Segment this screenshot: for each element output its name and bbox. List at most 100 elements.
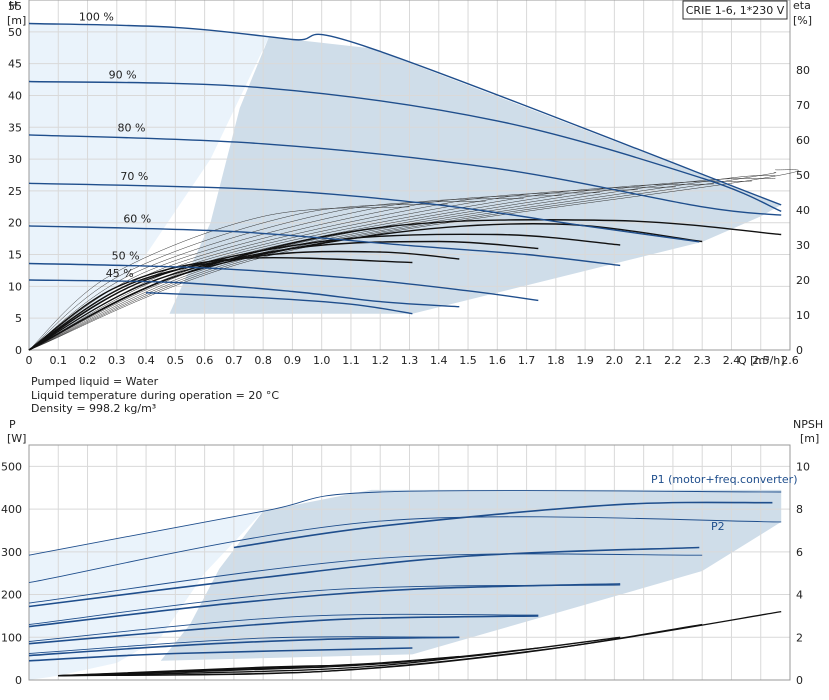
x-tick-label: 1.8: [547, 354, 565, 367]
x-tick-label: 0.5: [167, 354, 185, 367]
head-curve-0: [28, 22, 782, 206]
x-tick-label: 2.2: [664, 354, 682, 367]
p2-curve-1: [28, 516, 782, 584]
p-region-operating: [160, 489, 782, 661]
p2-curve-0: [28, 490, 782, 556]
speed-label-4: 60 %: [123, 213, 151, 226]
p-y2-tick-label: 8: [796, 503, 803, 516]
npsh-curve-1: [58, 623, 703, 677]
p1-curve-5: [28, 647, 413, 662]
y2-axis-unit: [%]: [793, 14, 812, 27]
p-y2-axis-label: NPSH: [793, 418, 823, 431]
region-operating: [169, 36, 782, 314]
x-tick-label: 1.9: [576, 354, 594, 367]
note-density: Density = 998.2 kg/m³: [31, 402, 157, 415]
iso-line: [28, 169, 799, 351]
eta-curve-5: [28, 257, 413, 351]
y-tick-label: 25: [8, 185, 22, 198]
head-curve-6: [28, 279, 460, 308]
p2-curve-4: [28, 613, 539, 642]
y2-tick-label: 80: [796, 64, 810, 77]
x-tick-label: 0.4: [137, 354, 155, 367]
iso-line: [28, 200, 486, 351]
p-y2-tick-label: 6: [796, 546, 803, 559]
y2-tick-label: 20: [796, 274, 810, 287]
y2-tick-label: 0: [796, 344, 803, 357]
liquid-notes: Pumped liquid = Water Liquid temperature…: [31, 375, 279, 416]
region-light: [29, 23, 270, 351]
y-tick-label: 40: [8, 89, 22, 102]
y2-tick-label: 10: [796, 309, 810, 322]
x-tick-label: 0.9: [284, 354, 302, 367]
y2-axis-label: eta: [793, 0, 811, 12]
p1-curve-1: [28, 546, 700, 608]
head-curve-5: [28, 262, 539, 302]
x-tick-label: 1.6: [489, 354, 507, 367]
p2-series-label: P2: [711, 520, 725, 533]
x-tick-label: 1.3: [401, 354, 419, 367]
p1-curve-0: [233, 501, 773, 549]
iso-line: [28, 206, 410, 351]
y-axis-unit: [m]: [7, 14, 26, 27]
p2-curve-2: [28, 553, 703, 604]
npsh-curve-0: [58, 610, 782, 677]
y2-tick-label: 30: [796, 239, 810, 252]
p-y-tick-label: 0: [15, 674, 22, 687]
npsh-curve-4: [58, 655, 460, 677]
eta-curve-2: [28, 233, 621, 351]
y-tick-label: 35: [8, 121, 22, 134]
speed-label-1: 90 %: [109, 68, 137, 81]
p-y2-tick-label: 10: [796, 460, 810, 473]
p-y-tick-label: 500: [1, 460, 22, 473]
p-y2-axis-unit: [m]: [800, 432, 819, 445]
p-y-axis-label: P: [9, 418, 16, 431]
p2-curve-5: [28, 636, 460, 654]
plot-frame: [28, 0, 791, 351]
y-tick-label: 5: [15, 312, 22, 325]
x-tick-label: 0.8: [254, 354, 272, 367]
y-tick-label: 30: [8, 153, 22, 166]
head-curve-3: [28, 182, 700, 243]
y-tick-label: 15: [8, 249, 22, 262]
x-tick-label: 0: [26, 354, 33, 367]
p-y2-tick-label: 4: [796, 589, 803, 602]
p2-curve-3: [28, 584, 621, 625]
p-plot-frame: [28, 444, 791, 681]
npsh-curve-5: [58, 660, 413, 677]
x-tick-label: 2.3: [693, 354, 711, 367]
x-tick-label: 1.4: [430, 354, 448, 367]
p-y2-tick-label: 2: [796, 631, 803, 644]
head-efficiency-chart: 100 % 90 % 80 % 70 % 60 % 50 % 45 % 0 0.1 0.2 0.3 0…: [7, 0, 812, 367]
y-tick-label: 0: [15, 344, 22, 357]
head-curve-4: [28, 225, 621, 267]
y2-tick-label: 60: [796, 134, 810, 147]
title-box: [682, 0, 788, 20]
speed-label-2: 80 %: [117, 122, 145, 135]
x-tick-label: 0.2: [79, 354, 97, 367]
p-region-light: [29, 511, 264, 680]
y2-tick-label: 50: [796, 169, 810, 182]
p1-curve-2: [28, 583, 621, 628]
head-curve-7: [146, 292, 413, 315]
iso-line: [28, 203, 448, 351]
speed-label-6: 45 %: [106, 267, 134, 280]
x-tick-label: 0.3: [108, 354, 126, 367]
p-y-tick-label: 100: [1, 631, 22, 644]
p1-curve-3: [28, 615, 539, 645]
x-tick-label: 1.1: [342, 354, 360, 367]
x-tick-label: 2.6: [781, 354, 799, 367]
head-curve-2: [28, 134, 782, 216]
x-tick-label: 0.7: [225, 354, 243, 367]
eta-curve-1: [28, 223, 703, 351]
npsh-curve-3: [58, 647, 539, 677]
x-tick-label: 2.0: [606, 354, 624, 367]
p1-curve-4: [28, 636, 460, 657]
p-y-tick-label: 400: [1, 503, 22, 516]
speed-label-0: 100 %: [79, 10, 114, 23]
y-tick-label: 45: [8, 58, 22, 71]
npsh-curve-2: [58, 636, 621, 677]
p1-series-label: P1 (motor+freq.converter): [651, 473, 798, 486]
eta-curve-3: [28, 240, 539, 351]
x-axis-label: Q [m³/h]: [738, 354, 785, 367]
